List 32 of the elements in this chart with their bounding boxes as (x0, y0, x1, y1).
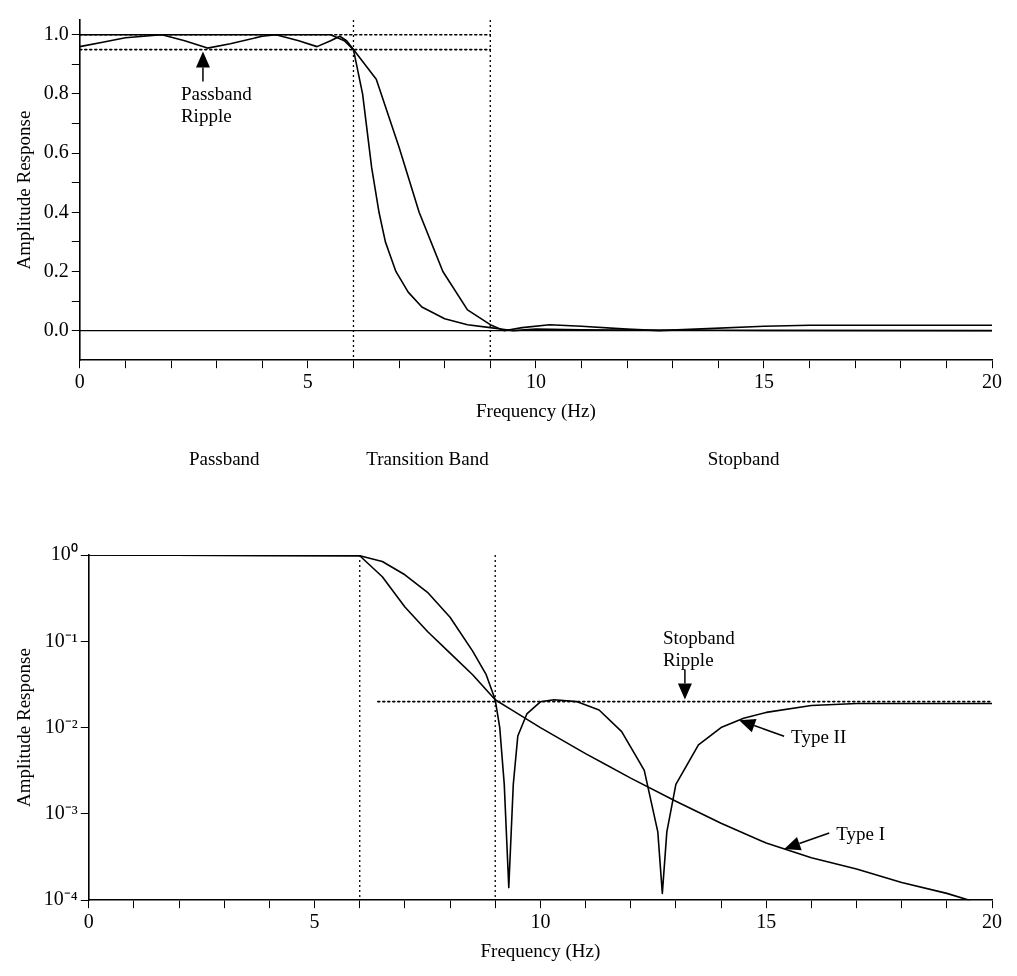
text: Passband (188, 448, 261, 469)
y-tick-label: 10⁻¹ (44, 628, 78, 651)
y-tick-label: 0.4 (43, 199, 69, 222)
x-axis-title: Frequency (Hz) (480, 939, 601, 962)
x-tick-label: 15 (756, 910, 777, 933)
y-axis-title: Amplitude Response (13, 648, 35, 808)
x-axis-title: Frequency (Hz) (476, 399, 596, 422)
y-tick-label: 1.0 (43, 22, 69, 45)
y-tick-label: 0.2 (43, 258, 69, 281)
y-tick-label: 10⁰ (50, 542, 78, 565)
y-axis-title: Amplitude Response (13, 110, 35, 270)
y-tick-label: 0.0 (43, 317, 69, 340)
text: Transition Band (366, 448, 490, 469)
x-tick-label: 20 (982, 910, 1002, 933)
y-tick-label: 10⁻² (44, 714, 78, 737)
y-tick-label: 0.8 (43, 81, 69, 104)
x-tick-label: 0 (83, 910, 94, 933)
y-tick-label: 0.6 (43, 140, 69, 163)
x-tick-label: 0 (74, 370, 85, 393)
y-tick-label: 10⁻⁴ (43, 887, 78, 910)
text: Stopband (707, 448, 780, 469)
y-tick-label: 10⁻³ (44, 801, 78, 824)
x-tick-label: 5 (302, 370, 313, 393)
x-tick-label: 10 (525, 370, 546, 393)
legend-label: Type II (791, 726, 847, 748)
legend-label: Type I (836, 822, 886, 844)
x-tick-label: 10 (530, 910, 551, 933)
x-tick-label: 5 (309, 910, 320, 933)
annotation: Stopband Ripple (662, 626, 736, 670)
x-tick-label: 20 (982, 370, 1002, 393)
x-tick-label: 15 (753, 370, 774, 393)
annotation: Passband Ripple (180, 82, 253, 126)
